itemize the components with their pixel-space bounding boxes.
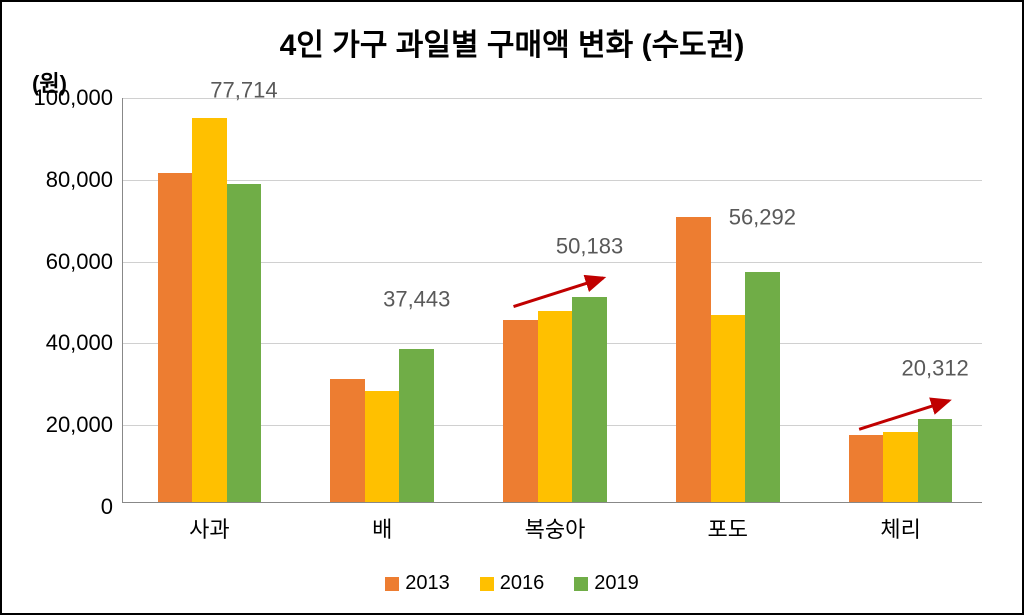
bar: [538, 311, 573, 502]
legend-item: 2013: [385, 572, 450, 595]
legend: 2013 2016 2019: [2, 572, 1022, 595]
legend-item: 2019: [574, 572, 639, 595]
bar: [918, 419, 953, 502]
bar: [849, 435, 884, 502]
bar: [503, 320, 538, 502]
legend-item: 2016: [480, 572, 545, 595]
legend-swatch: [480, 577, 494, 591]
bar: [711, 315, 746, 502]
x-tick-label: 체리: [880, 512, 920, 544]
chart-container: 4인 가구 과일별 구매액 변화 (수도권) (원) 020,00040,000…: [0, 0, 1024, 615]
legend-label: 2016: [500, 572, 545, 595]
bar: [399, 349, 434, 502]
y-tick-label: 20,000: [46, 412, 113, 438]
bar: [883, 432, 918, 502]
y-tick-label: 0: [101, 494, 113, 520]
bar: [227, 184, 262, 502]
bar: [572, 297, 607, 502]
bar: [676, 217, 711, 502]
x-tick-label: 사과: [189, 512, 229, 544]
bar: [330, 379, 365, 502]
legend-swatch: [385, 577, 399, 591]
bar: [365, 391, 400, 502]
y-tick-label: 100,000: [33, 85, 113, 111]
legend-swatch: [574, 577, 588, 591]
y-tick-label: 40,000: [46, 330, 113, 356]
data-label: 50,183: [556, 233, 623, 259]
y-tick-label: 60,000: [46, 249, 113, 275]
data-label: 37,443: [383, 286, 450, 312]
chart-title: 4인 가구 과일별 구매액 변화 (수도권): [2, 20, 1022, 64]
data-label: 77,714: [210, 78, 277, 104]
y-tick-label: 80,000: [46, 167, 113, 193]
data-label: 56,292: [729, 204, 796, 230]
bar: [192, 118, 227, 502]
x-tick-label: 배: [372, 512, 392, 544]
bar: [745, 272, 780, 502]
x-tick-label: 포도: [708, 512, 748, 544]
bar: [158, 173, 193, 502]
legend-label: 2013: [405, 572, 450, 595]
x-tick-label: 복숭아: [525, 512, 586, 544]
legend-label: 2019: [594, 572, 639, 595]
bars-layer: [123, 98, 982, 502]
plot-area: 020,00040,00060,00080,000100,000사과배복숭아포도…: [122, 98, 982, 503]
data-label: 20,312: [902, 356, 969, 382]
